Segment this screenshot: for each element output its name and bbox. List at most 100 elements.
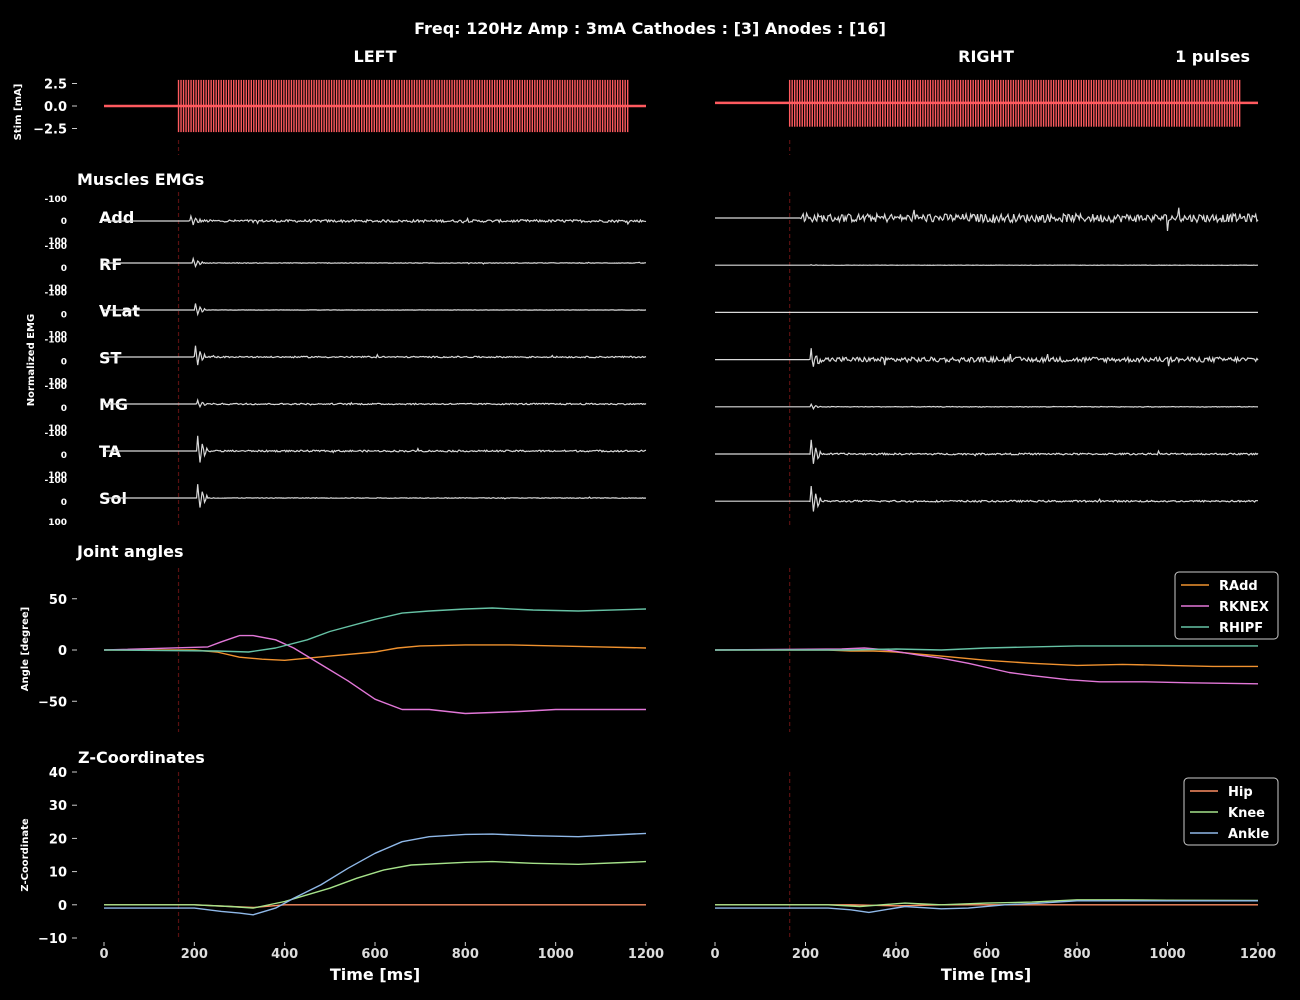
right-emg-trace-rf — [715, 264, 1258, 267]
left-xtick-label: 400 — [271, 947, 298, 962]
right-emg-trace-st — [715, 348, 1259, 367]
left-emg-trace-rf — [104, 256, 646, 269]
z-ytick-label: 30 — [49, 799, 67, 814]
pulses-label: 1 pulses — [1175, 47, 1250, 66]
emg-tick-label: 100 — [48, 237, 67, 247]
z-legend-label: Hip — [1228, 785, 1253, 800]
right-emg-trace-ta — [715, 439, 1259, 464]
left-angles-line-radd — [104, 644, 647, 661]
right-xtick-label: 600 — [973, 947, 1000, 962]
emg-tick-label: -100 — [44, 289, 67, 299]
emg-muscle-label: ST — [99, 348, 122, 367]
emg-muscle-label: RF — [99, 255, 122, 274]
angles-ytick-label: −50 — [38, 695, 67, 710]
left-xtick-label: 600 — [361, 947, 388, 962]
emg-tick-label: -100 — [44, 382, 67, 392]
left-column-title: LEFT — [354, 47, 397, 66]
angles-ytick-label: 50 — [49, 593, 67, 608]
left-emg-trace-st — [104, 345, 647, 366]
left-xtick-label: 1200 — [628, 947, 664, 962]
emg-tick-label: -100 — [44, 242, 67, 252]
joint-section-title: Joint angles — [76, 542, 184, 561]
right-xtick-label: 400 — [882, 947, 909, 962]
emg-tick-label: -100 — [44, 429, 67, 439]
right-emg-trace-add — [715, 207, 1259, 231]
left-xtick-label: 800 — [452, 947, 479, 962]
angles-legend-label: RHIPF — [1219, 621, 1263, 636]
left-z-line-ankle — [104, 832, 647, 916]
z-legend: Hip Knee Ankle — [1183, 777, 1279, 846]
emg-ylabel: Normalized EMG — [26, 314, 37, 406]
left-emg-trace-sol — [104, 484, 647, 508]
angles-legend-frame — [1174, 571, 1279, 640]
z-legend-frame — [1183, 777, 1279, 846]
stim-ytick-label: −2.5 — [33, 123, 67, 138]
z-ytick-label: 20 — [49, 832, 67, 847]
emg-tick-label: 100 — [48, 284, 67, 294]
emg-tick-label: 100 — [48, 518, 67, 528]
left-angles-line-rhipf — [103, 607, 647, 653]
left-xtick-label: 1000 — [538, 947, 574, 962]
emg-tick-label: 100 — [48, 377, 67, 387]
stim-ytick-label: 2.5 — [44, 78, 67, 93]
angles-ytick-label: 0 — [58, 644, 67, 659]
right-xtick-label: 1200 — [1240, 947, 1276, 962]
emg-tick-label: -100 — [44, 195, 67, 205]
right-xtick-label: 0 — [710, 947, 719, 962]
figure-title: Freq: 120Hz Amp : 3mA Cathodes : [3] Ano… — [414, 19, 886, 38]
left-z-line-knee — [104, 860, 647, 909]
emg-tick-label: 100 — [48, 424, 67, 434]
angles-legend-label: RKNEX — [1219, 600, 1269, 615]
left-angles-line-rknex — [103, 634, 646, 715]
left-xtick-label: 200 — [181, 947, 208, 962]
emg-tick-label: 0 — [61, 217, 67, 227]
left-xlabel: Time [ms] — [330, 965, 420, 984]
left-emg-trace-mg — [104, 397, 647, 409]
emg-muscle-label: Add — [99, 208, 134, 227]
right-emg-trace-mg — [715, 402, 1259, 411]
left-stim-trace — [104, 79, 646, 133]
right-angles-line-rhipf — [715, 645, 1258, 651]
emg-muscle-label: VLat — [99, 302, 140, 321]
emg-tick-label: 100 — [48, 471, 67, 481]
z-ytick-label: −10 — [38, 932, 67, 947]
left-emg-trace-vlat — [104, 303, 647, 317]
emg-tick-label: 100 — [48, 331, 67, 341]
right-xlabel: Time [ms] — [941, 965, 1031, 984]
emg-tick-label: 0 — [61, 498, 67, 508]
z-legend-label: Knee — [1228, 806, 1265, 821]
z-section-title: Z-Coordinates — [78, 748, 205, 767]
z-ytick-label: 40 — [49, 766, 67, 781]
stim-ylabel: Stim [mA] — [13, 84, 24, 141]
emg-tick-label: 0 — [61, 451, 67, 461]
right-column-title: RIGHT — [958, 47, 1014, 66]
angles-legend-label: RAdd — [1219, 579, 1258, 594]
z-legend-label: Ankle — [1228, 827, 1269, 842]
emg-tick-label: 0 — [61, 404, 67, 414]
emg-muscle-label: MG — [99, 395, 128, 414]
left-emg-trace-add — [104, 213, 647, 226]
left-emg-trace-ta — [104, 435, 647, 463]
angle-ylabel: Angle [degree] — [20, 607, 31, 691]
emg-tick-label: 0 — [61, 311, 67, 321]
z-ylabel: Z-Coordinate — [20, 818, 31, 891]
z-ytick-label: 0 — [58, 899, 67, 914]
right-angles-line-radd — [715, 649, 1258, 668]
right-angles-line-rknex — [714, 647, 1259, 685]
right-stim-trace — [715, 79, 1258, 127]
plot-area: 2.50.0−2.5-1000100Add-1000100RF-1000100V… — [33, 78, 1279, 962]
z-ytick-label: 10 — [49, 866, 67, 881]
emg-tick-label: -100 — [44, 335, 67, 345]
right-xtick-label: 1000 — [1149, 947, 1185, 962]
right-z-line-ankle — [715, 900, 1258, 914]
right-xtick-label: 200 — [792, 947, 819, 962]
emg-tick-label: 0 — [61, 264, 67, 274]
emg-tick-label: 0 — [61, 357, 67, 367]
emg-section-title: Muscles EMGs — [77, 170, 204, 189]
stim-ytick-label: 0.0 — [44, 100, 67, 115]
left-xtick-label: 0 — [99, 947, 108, 962]
emg-tick-label: -100 — [44, 476, 67, 486]
angles-legend: RAdd RKNEX RHIPF — [1174, 571, 1279, 640]
